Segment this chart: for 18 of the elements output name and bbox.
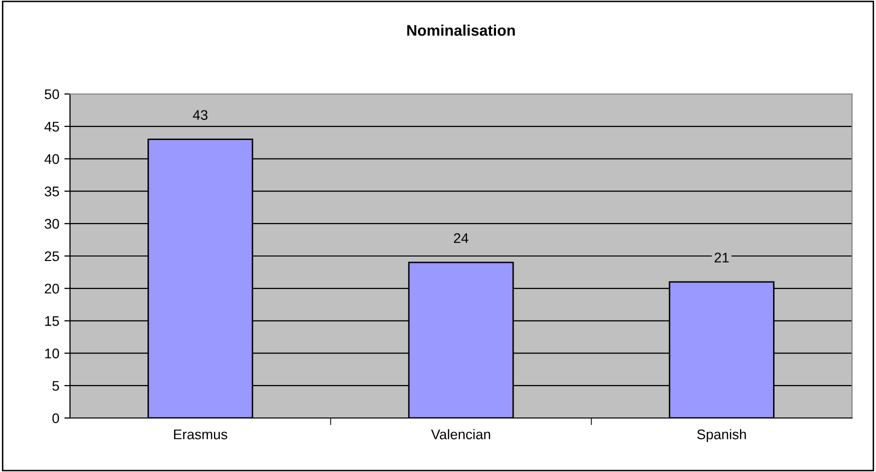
y-tick-label: 25 <box>44 251 60 262</box>
data-label: 24 <box>454 233 468 243</box>
x-tick-label: Spanish <box>697 429 746 442</box>
y-tick-label: 45 <box>44 122 60 132</box>
y-tick-label: 15 <box>45 316 60 326</box>
data-label: 21 <box>714 252 729 262</box>
x-tick-label: Erasmus <box>174 430 228 440</box>
y-tick-label: 10 <box>45 348 60 358</box>
x-tick-label: Valencian <box>431 429 490 440</box>
y-tick-label: 50 <box>44 89 60 100</box>
y-tick-label: 0 <box>52 413 60 424</box>
y-tick-label: 30 <box>44 218 60 229</box>
y-tick-label: 40 <box>44 154 60 164</box>
chart-title: Nominalisation <box>407 24 515 36</box>
y-tick-label: 5 <box>52 381 59 391</box>
y-tick-label: 20 <box>44 284 60 294</box>
data-label: 43 <box>192 110 208 120</box>
y-tick-label: 35 <box>44 186 60 196</box>
